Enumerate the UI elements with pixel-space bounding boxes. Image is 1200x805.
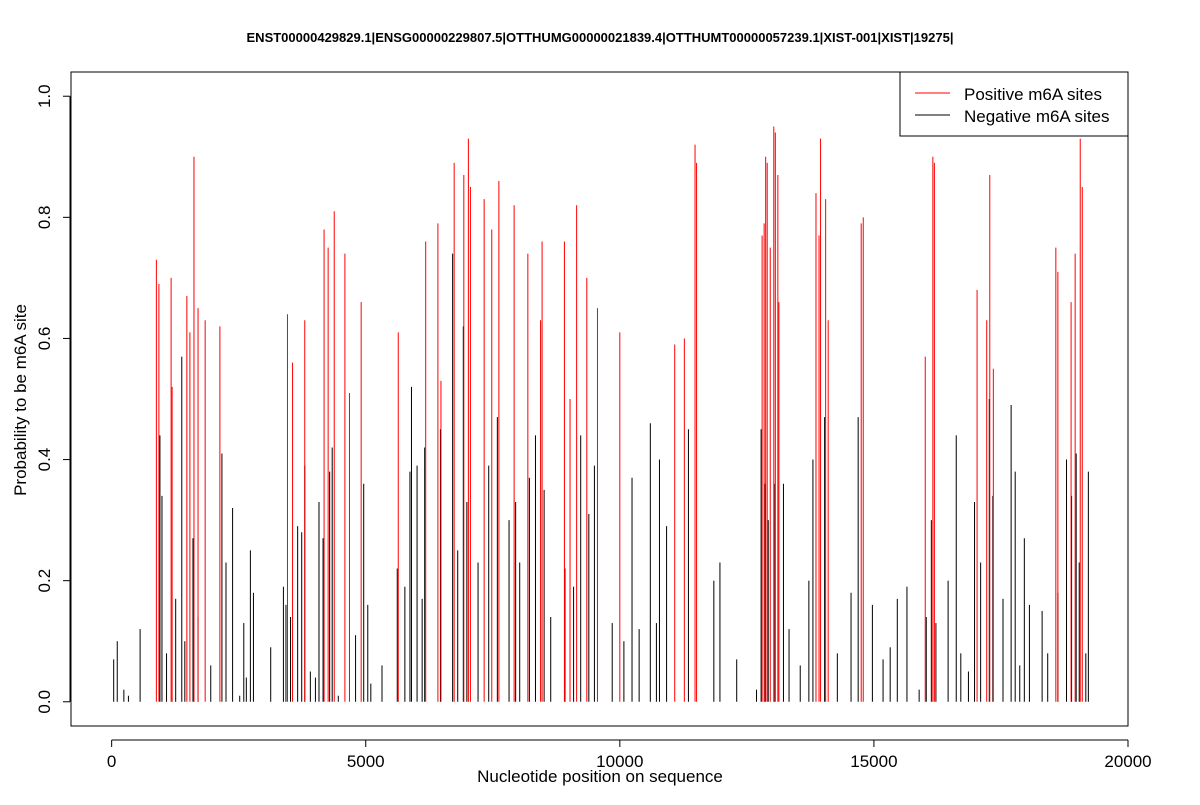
y-tick-label: 0.0	[35, 690, 54, 714]
y-axis-label: Probability to be m6A site	[11, 304, 30, 496]
x-axis-label: Nucleotide position on sequence	[477, 767, 723, 786]
x-tick-label: 5000	[347, 752, 385, 771]
y-tick-label: 0.2	[35, 569, 54, 593]
plot-marks	[113, 126, 1089, 702]
legend: Positive m6A sites Negative m6A sites	[899, 71, 1129, 137]
legend-label-negative: Negative m6A sites	[964, 107, 1110, 126]
y-tick-label: 1.0	[35, 84, 54, 108]
x-tick-label: 15000	[850, 752, 897, 771]
y-tick-label: 0.6	[35, 327, 54, 351]
legend-label-positive: Positive m6A sites	[964, 85, 1102, 104]
plot-frame	[70, 71, 1129, 727]
legend-box	[899, 71, 1129, 137]
x-tick-label: 20000	[1104, 752, 1151, 771]
x-tick-label: 10000	[596, 752, 643, 771]
axes: 0 5000 10000 15000 20000 0.0 0.2 0.4 0.6 0.8 1.0	[35, 84, 1152, 771]
y-tick-label: 0.4	[35, 448, 54, 472]
chart-title: ENST00000429829.1|ENSG00000229807.5|OTTH…	[247, 30, 954, 45]
x-tick-label: 0	[107, 752, 116, 771]
y-tick-label: 0.8	[35, 206, 54, 230]
